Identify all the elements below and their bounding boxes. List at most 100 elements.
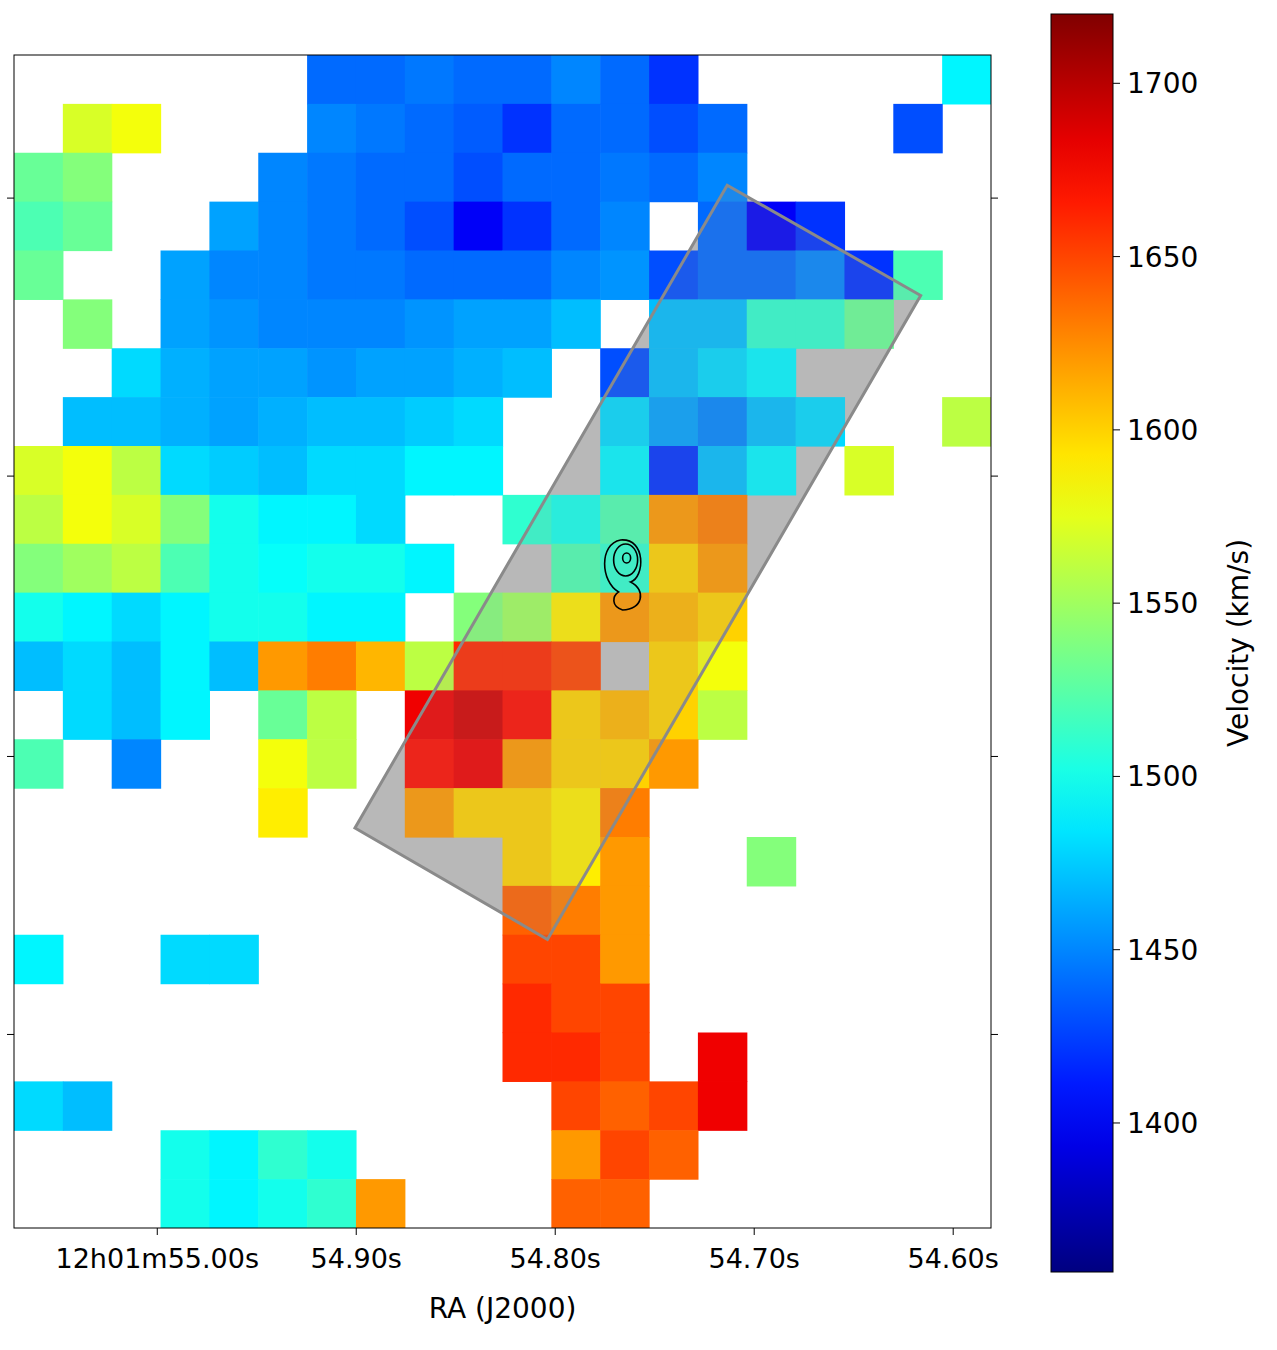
- velocity-cell: [258, 299, 307, 348]
- velocity-cell: [112, 593, 161, 642]
- colorbar-tick: [1113, 949, 1120, 950]
- velocity-cell: [405, 251, 454, 300]
- velocity-cell: [600, 1130, 649, 1179]
- velocity-cell: [307, 495, 356, 544]
- velocity-cell: [356, 104, 405, 153]
- velocity-cell: [63, 104, 112, 153]
- velocity-cell: [63, 1081, 112, 1130]
- velocity-cell: [454, 446, 503, 495]
- velocity-cell: [551, 104, 600, 153]
- velocity-cell: [551, 202, 600, 251]
- velocity-cell: [63, 299, 112, 348]
- velocity-cell: [551, 153, 600, 202]
- velocity-cell: [649, 55, 698, 104]
- velocity-cell: [307, 446, 356, 495]
- velocity-cell: [258, 251, 307, 300]
- colorbar: [1051, 14, 1113, 1272]
- velocity-cell: [307, 104, 356, 153]
- velocity-cell: [161, 1179, 210, 1228]
- velocity-cell: [356, 642, 405, 691]
- velocity-cell: [698, 1033, 747, 1082]
- velocity-cell: [307, 397, 356, 446]
- velocity-cell: [551, 1130, 600, 1179]
- y-tick: [991, 1034, 998, 1035]
- velocity-cell: [258, 1179, 307, 1228]
- velocity-cell: [14, 446, 63, 495]
- velocity-cell: [258, 642, 307, 691]
- velocity-cell: [600, 837, 649, 886]
- velocity-cell: [63, 690, 112, 739]
- velocity-cell: [209, 348, 258, 397]
- contour: [614, 544, 638, 576]
- colorbar-tick-label: 1400: [1127, 1107, 1198, 1140]
- x-tick-label: 54.90s: [311, 1243, 402, 1274]
- velocity-cell: [405, 202, 454, 251]
- velocity-cell: [454, 153, 503, 202]
- velocity-cell: [209, 495, 258, 544]
- velocity-cell: [454, 55, 503, 104]
- velocity-cell: [942, 55, 991, 104]
- velocity-cell: [649, 153, 698, 202]
- velocity-cell: [112, 397, 161, 446]
- velocity-cell: [405, 55, 454, 104]
- velocity-cell: [307, 251, 356, 300]
- velocity-cell: [209, 397, 258, 446]
- velocity-cell: [551, 1081, 600, 1130]
- velocity-cell: [356, 397, 405, 446]
- velocity-cell: [63, 495, 112, 544]
- velocity-cell: [551, 251, 600, 300]
- velocity-cell: [551, 984, 600, 1033]
- velocity-cell: [14, 739, 63, 788]
- velocity-cell: [307, 55, 356, 104]
- velocity-cell: [112, 348, 161, 397]
- velocity-cell: [405, 397, 454, 446]
- velocity-cell: [356, 299, 405, 348]
- colorbar-tick-label: 1550: [1127, 587, 1198, 620]
- velocity-cell: [258, 153, 307, 202]
- velocity-cell: [307, 690, 356, 739]
- x-tick-label: 54.60s: [908, 1243, 999, 1274]
- velocity-cell: [63, 642, 112, 691]
- velocity-cell: [454, 251, 503, 300]
- velocity-cell: [698, 690, 747, 739]
- velocity-cell: [161, 397, 210, 446]
- velocity-cell: [258, 788, 307, 837]
- velocity-cell: [503, 153, 552, 202]
- velocity-cell: [551, 55, 600, 104]
- velocity-cell: [551, 935, 600, 984]
- velocity-cell: [307, 1179, 356, 1228]
- velocity-cell: [503, 202, 552, 251]
- velocity-cell: [112, 495, 161, 544]
- colorbar-tick: [1113, 83, 1120, 84]
- velocity-cell: [14, 593, 63, 642]
- velocity-cell: [307, 153, 356, 202]
- y-tick: [7, 476, 14, 477]
- velocity-cell: [600, 202, 649, 251]
- velocity-cell: [161, 251, 210, 300]
- velocity-cell: [161, 299, 210, 348]
- velocity-cell: [161, 495, 210, 544]
- velocity-cell: [503, 348, 552, 397]
- velocity-cell: [258, 739, 307, 788]
- colorbar-tick: [1113, 603, 1120, 604]
- velocity-cell: [307, 1130, 356, 1179]
- velocity-cell: [14, 642, 63, 691]
- velocity-cell: [14, 202, 63, 251]
- velocity-cell: [112, 446, 161, 495]
- velocity-cell: [600, 55, 649, 104]
- velocity-cell: [503, 1033, 552, 1082]
- velocity-cell: [161, 642, 210, 691]
- velocity-cell: [356, 153, 405, 202]
- velocity-cell: [405, 348, 454, 397]
- velocity-cell: [209, 1179, 258, 1228]
- velocity-cell: [307, 544, 356, 593]
- velocity-cell: [209, 544, 258, 593]
- velocity-cell: [161, 544, 210, 593]
- velocity-cell: [63, 397, 112, 446]
- velocity-cell: [356, 446, 405, 495]
- velocity-cell: [161, 348, 210, 397]
- velocity-cell: [209, 642, 258, 691]
- colorbar-tick: [1113, 256, 1120, 257]
- plot-background: [14, 55, 991, 1228]
- velocity-cell: [356, 495, 405, 544]
